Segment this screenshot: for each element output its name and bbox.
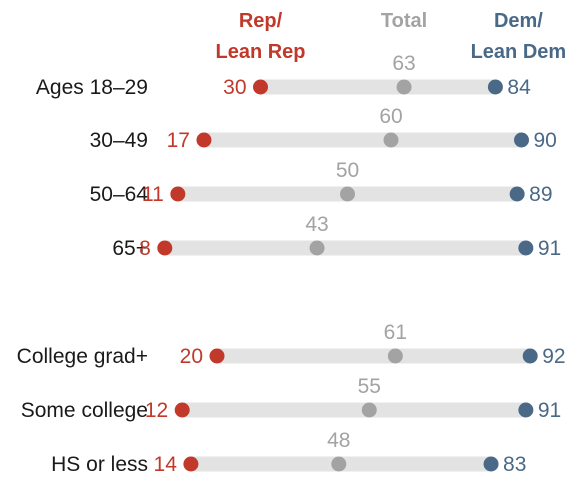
- dem-value: 84: [507, 76, 531, 99]
- legend-rep-line-1: Rep/: [239, 10, 283, 32]
- total-dot: [361, 402, 377, 418]
- total-value: 63: [392, 52, 415, 75]
- dem-dot: [509, 186, 525, 202]
- total-value: 50: [336, 159, 359, 182]
- rep-value: 30: [223, 76, 246, 99]
- category-label: 65+: [112, 237, 148, 260]
- category-label: Ages 18–29: [36, 76, 148, 99]
- rep-value: 14: [154, 453, 178, 476]
- legend: Rep/Lean Rep Total Dem/Lean Dem: [215, 10, 566, 63]
- total-dot: [387, 348, 403, 364]
- dem-value: 83: [503, 453, 526, 476]
- category-label: 50–64: [90, 183, 149, 206]
- row-4: 65+8 43 91: [112, 213, 561, 260]
- dem-dot: [487, 79, 503, 95]
- rep-value: 12: [145, 399, 168, 422]
- rep-dot: [253, 79, 268, 95]
- dem-dot: [522, 348, 538, 364]
- total-value: 60: [379, 105, 402, 128]
- rep-dot: [183, 456, 199, 472]
- legend-total-line-1: Total: [381, 10, 427, 32]
- rep-dot: [170, 186, 186, 202]
- dem-value: 89: [529, 183, 552, 206]
- rep-value: 11: [142, 183, 164, 206]
- dem-value: 91: [538, 399, 561, 422]
- legend-dem-line-2: Lean Dem: [471, 41, 567, 63]
- total-dot: [340, 186, 355, 202]
- row-2: 30–49 17 60 90: [90, 105, 557, 152]
- total-dot: [396, 79, 412, 95]
- row-5: College grad+ 20 61 92: [17, 321, 566, 368]
- dem-value: 92: [542, 345, 565, 368]
- rep-dot: [157, 240, 173, 256]
- rep-value: 17: [167, 129, 190, 152]
- dem-dot: [518, 240, 534, 256]
- total-value: 61: [384, 321, 407, 344]
- total-dot: [383, 132, 399, 148]
- dem-value: 90: [534, 129, 557, 152]
- rep-value: 20: [180, 345, 203, 368]
- category-label: College grad+: [17, 345, 148, 368]
- rep-dot: [196, 132, 212, 148]
- rep-dot: [174, 402, 190, 418]
- dem-value: 91: [538, 237, 561, 260]
- dem-dot: [483, 456, 499, 472]
- total-value: 43: [305, 213, 328, 236]
- total-dot: [331, 456, 347, 472]
- total-value: 48: [327, 429, 350, 452]
- category-label: HS or less: [51, 453, 148, 476]
- rep-value: 8: [139, 237, 151, 260]
- category-label: 30–49: [90, 129, 148, 152]
- dem-dot: [518, 402, 534, 418]
- rep-dot: [209, 348, 225, 364]
- category-label: Some college: [21, 399, 148, 422]
- total-value: 55: [358, 375, 381, 398]
- dem-dot: [514, 132, 529, 148]
- row-1: Ages 18–29 30 63 84: [36, 52, 531, 99]
- legend-dem-line-1: Dem/: [494, 10, 543, 32]
- legend-rep-line-2: Lean Rep: [215, 41, 305, 63]
- row-7: HS or less 14 48 83: [51, 429, 526, 476]
- total-dot: [309, 240, 325, 256]
